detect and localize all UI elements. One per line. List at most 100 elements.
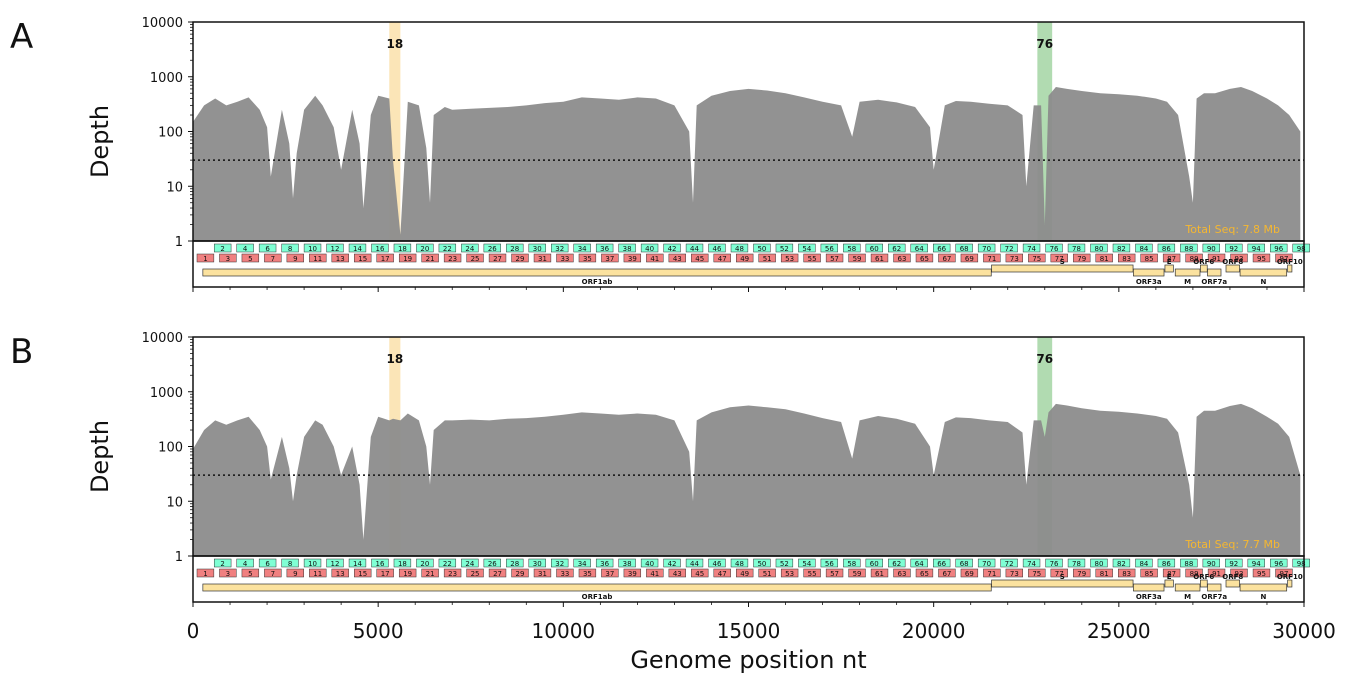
amplicon-label: 15 bbox=[358, 255, 367, 263]
amplicon-odd bbox=[511, 253, 529, 263]
amplicon-label: 91 bbox=[1212, 255, 1221, 263]
amplicon-label: 7 bbox=[271, 570, 275, 578]
amplicon-label: 65 bbox=[920, 255, 929, 263]
amplicon-label: 77 bbox=[1055, 255, 1064, 263]
amplicon-odd bbox=[1050, 568, 1068, 578]
gene-box bbox=[202, 268, 992, 277]
amplicon-label: 90 bbox=[1207, 560, 1216, 568]
amplicon-label: 59 bbox=[853, 570, 862, 578]
amplicon-label: 38 bbox=[623, 560, 632, 568]
amplicon-label: 94 bbox=[1252, 560, 1261, 568]
amplicon-even bbox=[461, 558, 479, 568]
amplicon-label: 1 bbox=[203, 255, 207, 263]
amplicon-odd bbox=[331, 253, 349, 263]
gene-label: ORF8 bbox=[1222, 573, 1243, 581]
amplicon-label: 73 bbox=[1010, 255, 1019, 263]
amplicon-label: 93 bbox=[1235, 570, 1244, 578]
amplicon-label: 81 bbox=[1100, 255, 1109, 263]
amplicon-label: 39 bbox=[628, 255, 637, 263]
amplicon-even bbox=[483, 558, 501, 568]
amplicon-odd bbox=[1162, 568, 1181, 578]
amplicon-odd bbox=[354, 253, 372, 263]
x-tick-label: 15000 bbox=[717, 619, 781, 643]
amplicon-label: 51 bbox=[763, 570, 772, 578]
amplicon-label: 66 bbox=[937, 245, 946, 253]
amplicon-even bbox=[1112, 558, 1131, 568]
amplicon-label: 89 bbox=[1190, 570, 1199, 578]
amplicon-odd bbox=[668, 253, 686, 263]
amplicon-label: 9 bbox=[293, 255, 297, 263]
amplicon-label: 64 bbox=[915, 560, 924, 568]
amplicon-even bbox=[843, 243, 861, 253]
amplicon-even bbox=[236, 558, 254, 568]
amplicon-odd bbox=[196, 568, 215, 578]
amplicon-odd bbox=[578, 253, 597, 263]
amplicon-odd bbox=[691, 253, 709, 263]
amplicon-odd bbox=[915, 253, 934, 263]
amplicon-odd bbox=[915, 568, 934, 578]
amplicon-odd bbox=[398, 253, 417, 263]
amplicon-even bbox=[888, 243, 906, 253]
amplicon-even bbox=[528, 558, 546, 568]
amplicon-odd bbox=[1095, 253, 1113, 263]
amplicon-even bbox=[708, 243, 726, 253]
amplicon-label: 9 bbox=[293, 570, 297, 578]
amplicon-odd bbox=[1252, 253, 1271, 263]
amplicon-even bbox=[303, 558, 322, 568]
amplicon-label: 45 bbox=[695, 255, 704, 263]
amplicon-label: 18 bbox=[398, 245, 407, 253]
amplicon-even bbox=[326, 243, 344, 253]
amplicon-label: 52 bbox=[780, 560, 789, 568]
amplicon-odd bbox=[825, 253, 844, 263]
amplicon-label: 76 bbox=[1050, 245, 1059, 253]
amplicon-odd bbox=[1230, 568, 1248, 578]
amplicon-odd bbox=[264, 253, 282, 263]
amplicon-even bbox=[258, 558, 277, 568]
amplicon-even bbox=[663, 243, 681, 253]
amplicon-label: 69 bbox=[965, 255, 974, 263]
amplicon-odd bbox=[713, 253, 731, 263]
amplicon-label: 52 bbox=[780, 245, 789, 253]
gene-label: ORF1ab bbox=[582, 278, 613, 286]
amplicon-label: 21 bbox=[426, 255, 435, 263]
amplicon-even bbox=[236, 243, 254, 253]
amplicon-even bbox=[506, 558, 524, 568]
amplicon-label: 60 bbox=[870, 245, 879, 253]
gene-box bbox=[202, 583, 992, 592]
highlight-band bbox=[389, 22, 401, 241]
gene-label: ORF6 bbox=[1193, 258, 1214, 266]
amplicon-label: 3 bbox=[226, 255, 230, 263]
amplicon-odd bbox=[533, 568, 552, 578]
gene-box bbox=[991, 264, 1134, 273]
amplicon-even bbox=[551, 558, 569, 568]
gene-label: E bbox=[1167, 573, 1172, 581]
amplicon-label: 10 bbox=[308, 560, 317, 568]
amplicon-label: 83 bbox=[1122, 570, 1131, 578]
amplicon-label: 26 bbox=[488, 560, 497, 568]
amplicon-even bbox=[483, 243, 501, 253]
amplicon-label: 34 bbox=[578, 560, 587, 568]
amplicon-label: 63 bbox=[898, 570, 907, 578]
gene-label: ORF6 bbox=[1193, 573, 1214, 581]
amplicon-odd bbox=[443, 253, 462, 263]
amplicon-odd bbox=[960, 253, 979, 263]
amplicon-odd bbox=[803, 568, 821, 578]
amplicon-odd bbox=[286, 568, 304, 578]
gene-box bbox=[1174, 583, 1201, 592]
amplicon-even bbox=[730, 243, 749, 253]
amplicon-odd bbox=[1162, 253, 1181, 263]
amplicon-odd bbox=[983, 568, 1001, 578]
amplicon-odd bbox=[331, 568, 349, 578]
amplicon-even bbox=[1270, 558, 1288, 568]
amplicon-even bbox=[1067, 243, 1086, 253]
amplicon-even bbox=[888, 558, 906, 568]
amplicon-label: 13 bbox=[336, 570, 345, 578]
amplicon-label: 14 bbox=[353, 245, 362, 253]
amplicon-even bbox=[393, 243, 412, 253]
amplicon-even bbox=[1022, 243, 1041, 253]
amplicon-odd bbox=[1028, 568, 1046, 578]
amplicon-label: 80 bbox=[1095, 560, 1104, 568]
gene-box bbox=[1133, 268, 1165, 277]
amplicon-even bbox=[910, 558, 928, 568]
amplicon-label: 75 bbox=[1032, 255, 1041, 263]
